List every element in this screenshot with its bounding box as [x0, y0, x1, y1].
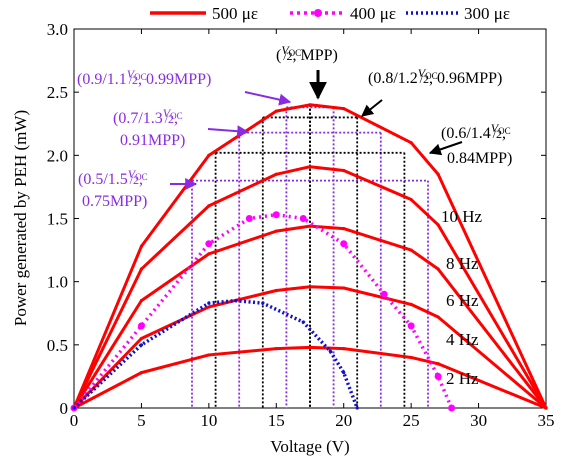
series-point: [409, 141, 413, 145]
x-tick-label: 5: [137, 411, 146, 430]
annotation-0.8-1.2: (0.8/1.2VOC/2, 0.96MPP): [368, 66, 502, 87]
series-point: [299, 215, 307, 222]
series-label-6hz: 6 Hz: [446, 291, 479, 310]
x-tick-label: 10: [200, 411, 217, 430]
y-tick-label: 1.5: [47, 210, 68, 229]
x-tick-label: 15: [268, 411, 285, 430]
annotation-0.5-1.5-line2: 0.75MPP): [82, 193, 147, 210]
series-point: [301, 320, 305, 324]
series-point: [407, 322, 415, 330]
y-tick-label: 0: [60, 399, 69, 418]
annotations: (VOC/2, MPP) (0.9/1.1VOC/2, 0.99MPP) (0.…: [77, 43, 512, 210]
series-point: [234, 299, 238, 303]
series-point: [328, 349, 332, 353]
series-label-10hz: 10 Hz: [441, 207, 483, 226]
x-tick-label: 30: [470, 411, 487, 430]
series-point: [207, 305, 211, 309]
legend-label-500: 500 με: [212, 4, 258, 23]
series-point: [261, 301, 265, 305]
series-point: [139, 343, 144, 347]
series-label-8hz: 8 Hz: [446, 254, 479, 273]
series-point: [207, 301, 211, 305]
series-point: [342, 106, 346, 111]
series-point: [308, 345, 312, 349]
series-point: [245, 215, 253, 222]
mpp-grid: [191, 104, 429, 408]
legend: 500 με 400 με 300 με: [150, 4, 510, 23]
series-point: [274, 109, 278, 113]
y-tick-label: 2.0: [47, 146, 68, 165]
y-tick-label: 2.5: [47, 83, 68, 102]
series-point: [409, 355, 413, 360]
series-point: [139, 336, 144, 341]
series-point: [308, 224, 312, 228]
series-point: [139, 244, 144, 248]
x-tick-label: 20: [335, 411, 352, 430]
series-point: [436, 267, 440, 271]
series-point: [380, 290, 388, 298]
series-point: [342, 227, 346, 231]
series-point: [72, 406, 76, 410]
series-point: [436, 172, 440, 176]
series-point: [272, 211, 280, 219]
series-label-4hz: 4 Hz: [446, 330, 479, 349]
annotation-0.7-1.3: (0.7/1.3VOC/2,: [113, 106, 183, 127]
series-point: [342, 371, 346, 375]
series-point: [436, 223, 440, 227]
annotation-0.7-1.3-line2: 0.91MPP): [120, 132, 185, 149]
series-point: [139, 299, 144, 303]
axis-ticks: 0 5 10 15 20 25 30 35 0 0.5 1.0 1.5 2.0 2.5 3.0: [47, 20, 555, 430]
x-tick-label: 35: [538, 411, 555, 430]
legend-label-400: 400 με: [350, 4, 396, 23]
series-point: [308, 103, 312, 107]
series-point: [274, 172, 278, 176]
legend-marker-400: [314, 9, 322, 17]
series-point: [274, 347, 278, 351]
x-tick-label: 0: [70, 411, 79, 430]
series-point: [308, 285, 312, 289]
series-point: [409, 248, 413, 252]
annotation-0.6-1.4-line2: 0.84MPP): [447, 150, 512, 167]
series-point: [342, 347, 346, 351]
series-point: [274, 288, 278, 293]
series-point: [436, 362, 440, 366]
series-point: [207, 353, 211, 357]
series-point: [409, 197, 413, 202]
series-point: [308, 165, 312, 169]
series-point: [544, 406, 548, 410]
series-point: [274, 229, 278, 233]
x-tick-label: 25: [403, 411, 420, 430]
annotation-voc-mpp: (VOC/2, MPP): [276, 43, 338, 64]
y-tick-label: 0.5: [47, 336, 68, 355]
series-point: [355, 406, 359, 410]
series-point: [207, 204, 211, 208]
series-point: [139, 371, 144, 375]
annotation-0.6-1.4: (0.6/1.4VOC/2,: [441, 121, 511, 142]
annotation-0.5-1.5: (0.5/1.5VOC/2,: [78, 167, 148, 188]
series-point: [340, 240, 348, 248]
series-point: [207, 252, 211, 256]
y-tick-label: 1.0: [47, 273, 68, 292]
series-point: [139, 267, 144, 271]
series-point: [137, 322, 145, 330]
series-point: [342, 286, 346, 290]
curves: [70, 103, 548, 412]
x-axis-label: Voltage (V): [270, 437, 349, 456]
series-point: [409, 302, 413, 307]
series-line-5: [72, 212, 454, 410]
legend-label-300: 300 με: [464, 4, 510, 23]
series-point: [434, 372, 442, 380]
series-point: [448, 404, 456, 412]
frequency-labels: 10 Hz 8 Hz 6 Hz 4 Hz 2 Hz: [441, 207, 483, 388]
y-axis-label: Power generated by PEH (mW): [11, 110, 30, 326]
series-point: [342, 168, 346, 173]
series-label-2hz: 2 Hz: [446, 369, 479, 388]
series-point: [436, 315, 440, 319]
series-point: [205, 240, 213, 248]
series-point: [207, 153, 211, 157]
annotation-0.9-1.1: (0.9/1.1VOC/2, 0.99MPP): [77, 67, 211, 88]
y-tick-label: 3.0: [47, 20, 68, 39]
